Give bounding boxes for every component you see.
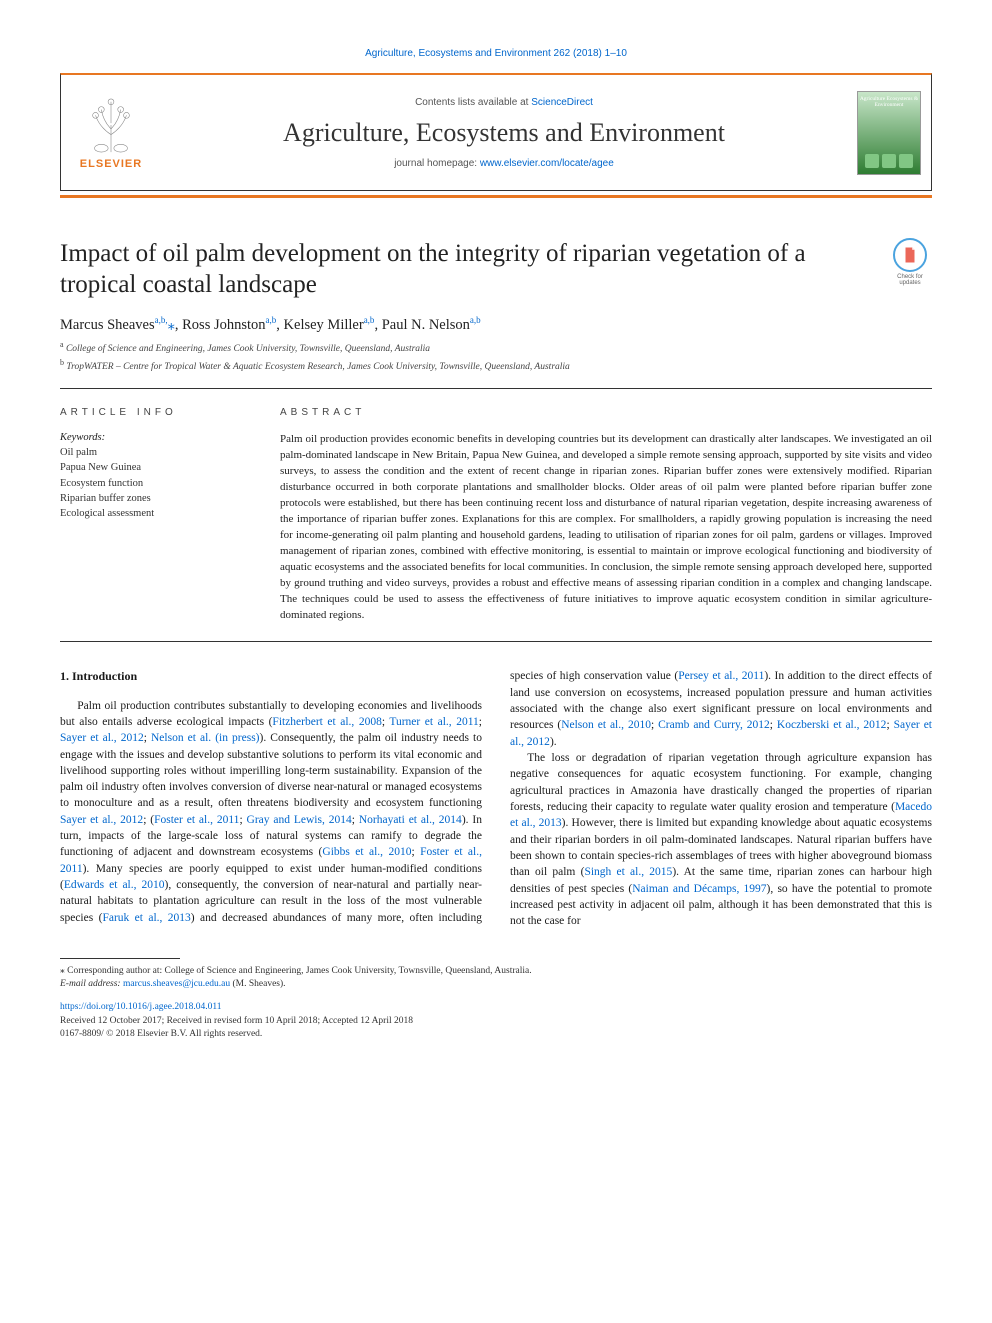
orange-rule bbox=[60, 195, 932, 198]
header-center: Contents lists available at ScienceDirec… bbox=[161, 75, 847, 190]
affiliation-b: b TropWATER – Centre for Tropical Water … bbox=[60, 357, 932, 374]
top-citation[interactable]: Agriculture, Ecosystems and Environment … bbox=[60, 48, 932, 59]
keyword: Ecological assessment bbox=[60, 506, 252, 521]
email-link[interactable]: marcus.sheaves@jcu.edu.au bbox=[123, 979, 230, 989]
rule-1 bbox=[60, 388, 932, 389]
journal-name: Agriculture, Ecosystems and Environment bbox=[283, 118, 725, 148]
sciencedirect-link[interactable]: ScienceDirect bbox=[531, 97, 593, 108]
article-title: Impact of oil palm development on the in… bbox=[60, 238, 872, 301]
check-updates-badge[interactable]: Check for updates bbox=[888, 238, 932, 286]
authors-line: Marcus Sheavesa,b,⁎, Ross Johnstona,b, K… bbox=[60, 315, 932, 334]
journal-header: ELSEVIER Contents lists available at Sci… bbox=[60, 73, 932, 191]
abstract-text: Palm oil production provides economic be… bbox=[280, 432, 932, 623]
rule-2 bbox=[60, 641, 932, 642]
corresponding-email-line: E-mail address: marcus.sheaves@jcu.edu.a… bbox=[60, 978, 932, 991]
journal-cover: Agriculture Ecosystems & Environment bbox=[847, 75, 931, 190]
doi-link[interactable]: https://doi.org/10.1016/j.agee.2018.04.0… bbox=[60, 1002, 222, 1012]
keyword: Ecosystem function bbox=[60, 476, 252, 491]
intro-heading: 1. Introduction bbox=[60, 668, 482, 685]
elsevier-tree-icon bbox=[82, 96, 140, 154]
abstract: ABSTRACT Palm oil production provides ec… bbox=[280, 407, 932, 623]
article-info: ARTICLE INFO Keywords: Oil palm Papua Ne… bbox=[60, 407, 252, 623]
abstract-head: ABSTRACT bbox=[280, 407, 932, 418]
keywords-list: Oil palm Papua New Guinea Ecosystem func… bbox=[60, 445, 252, 521]
article-info-head: ARTICLE INFO bbox=[60, 407, 252, 418]
contents-prefix: Contents lists available at bbox=[415, 97, 531, 108]
corresponding-author: ⁎ Corresponding author at: College of Sc… bbox=[60, 965, 932, 992]
email-label: E-mail address: bbox=[60, 979, 123, 989]
cover-title: Agriculture Ecosystems & Environment bbox=[858, 96, 920, 108]
affiliations: a College of Science and Engineering, Ja… bbox=[60, 339, 932, 374]
email-suffix: (M. Sheaves). bbox=[230, 979, 285, 989]
elsevier-logo: ELSEVIER bbox=[61, 75, 161, 190]
footnote-rule bbox=[60, 958, 180, 959]
updates-label: Check for updates bbox=[897, 274, 923, 286]
homepage-prefix: journal homepage: bbox=[394, 158, 480, 169]
intro-p2: The loss or degradation of riparian vege… bbox=[510, 750, 932, 930]
received-line: Received 12 October 2017; Received in re… bbox=[60, 1015, 932, 1028]
keyword: Riparian buffer zones bbox=[60, 491, 252, 506]
copyright-line: 0167-8809/ © 2018 Elsevier B.V. All righ… bbox=[60, 1028, 932, 1041]
keyword: Papua New Guinea bbox=[60, 460, 252, 475]
keywords-label: Keywords: bbox=[60, 432, 252, 443]
homepage-line: journal homepage: www.elsevier.com/locat… bbox=[394, 158, 614, 169]
affiliation-a: a College of Science and Engineering, Ja… bbox=[60, 339, 932, 356]
corresponding-note: ⁎ Corresponding author at: College of Sc… bbox=[60, 965, 932, 978]
elsevier-wordmark: ELSEVIER bbox=[80, 158, 142, 170]
keyword: Oil palm bbox=[60, 445, 252, 460]
contents-lists-line: Contents lists available at ScienceDirec… bbox=[415, 97, 593, 108]
doi-block: https://doi.org/10.1016/j.agee.2018.04.0… bbox=[60, 1001, 932, 1041]
homepage-link[interactable]: www.elsevier.com/locate/agee bbox=[480, 158, 614, 169]
cover-thumbnail: Agriculture Ecosystems & Environment bbox=[857, 91, 921, 175]
updates-icon bbox=[893, 238, 927, 272]
body-columns: 1. Introduction Palm oil production cont… bbox=[60, 668, 932, 929]
